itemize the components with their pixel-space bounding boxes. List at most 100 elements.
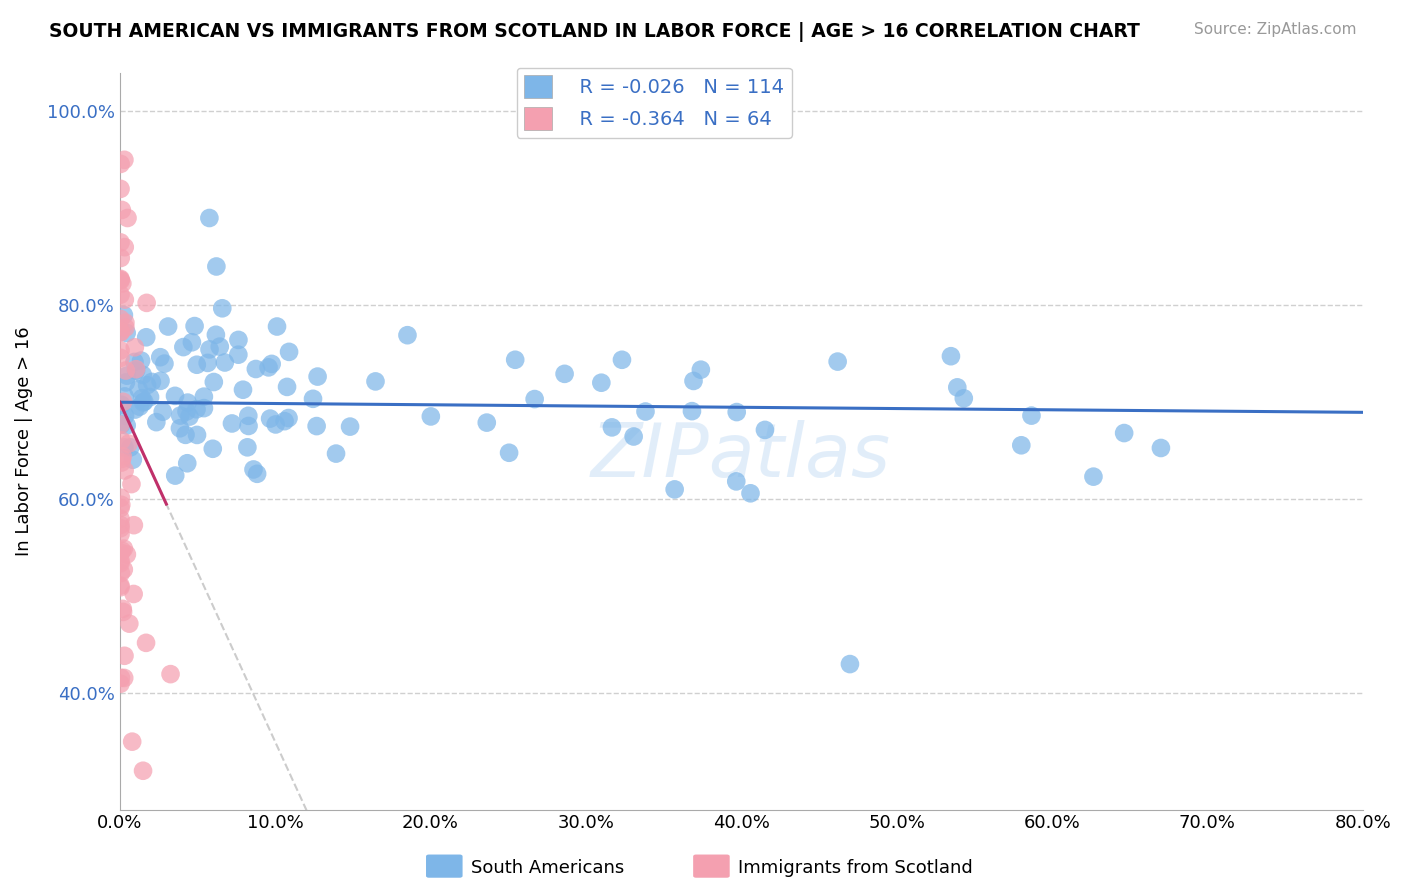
Point	[114, 316, 136, 330]
Point	[725, 405, 748, 419]
Point	[110, 521, 132, 535]
Point	[193, 390, 215, 404]
Point	[117, 211, 139, 225]
Point	[149, 350, 172, 364]
Point	[114, 240, 136, 254]
Text: ZIPatlas: ZIPatlas	[591, 420, 891, 491]
Point	[205, 260, 228, 274]
Point	[232, 383, 254, 397]
Point	[664, 483, 686, 497]
Point	[121, 452, 143, 467]
Point	[128, 400, 150, 414]
Point	[114, 463, 136, 477]
Point	[110, 287, 132, 301]
Point	[121, 734, 143, 748]
Point	[110, 434, 132, 448]
Point	[419, 409, 441, 424]
Point	[228, 333, 250, 347]
Point	[110, 580, 132, 594]
Point	[682, 374, 704, 388]
Point	[135, 636, 157, 650]
Point	[124, 340, 146, 354]
Point	[111, 202, 134, 217]
Point	[135, 330, 157, 344]
Point	[110, 512, 132, 526]
Point	[946, 380, 969, 394]
Point	[305, 419, 328, 434]
Point	[110, 351, 132, 365]
Point	[110, 498, 132, 512]
Point	[181, 335, 204, 350]
Point	[157, 319, 180, 334]
Point	[110, 326, 132, 340]
Point	[111, 602, 134, 616]
Point	[246, 467, 269, 481]
Point	[302, 392, 325, 406]
Point	[112, 153, 135, 167]
Point	[110, 500, 132, 515]
Point	[115, 418, 138, 433]
Text: SOUTH AMERICAN VS IMMIGRANTS FROM SCOTLAND IN LABOR FORCE | AGE > 16 CORRELATION: SOUTH AMERICAN VS IMMIGRANTS FROM SCOTLA…	[49, 22, 1140, 42]
Point	[179, 409, 201, 424]
Point	[591, 376, 613, 390]
Point	[952, 392, 974, 406]
Y-axis label: In Labor Force | Age > 16: In Labor Force | Age > 16	[15, 326, 32, 556]
Legend:   R = -0.026   N = 114,   R = -0.364   N = 64: R = -0.026 N = 114, R = -0.364 N = 64	[516, 68, 792, 137]
Point	[839, 657, 862, 671]
Point	[186, 358, 208, 372]
Point	[169, 421, 191, 435]
Point	[110, 182, 132, 196]
Point	[238, 419, 260, 434]
Point	[114, 363, 136, 377]
Point	[523, 392, 546, 406]
Point	[125, 363, 148, 377]
Point	[623, 429, 645, 443]
Point	[112, 562, 135, 576]
Point	[118, 616, 141, 631]
Point	[183, 319, 205, 334]
Point	[278, 344, 301, 359]
Point	[1083, 469, 1105, 483]
Point	[110, 273, 132, 287]
Point	[114, 389, 136, 403]
Point	[110, 251, 132, 265]
Point	[110, 343, 132, 358]
Point	[325, 447, 347, 461]
Point	[197, 356, 219, 370]
Point	[112, 541, 135, 556]
Point	[186, 402, 208, 417]
Text: Immigrants from Scotland: Immigrants from Scotland	[738, 859, 973, 877]
Point	[132, 764, 155, 778]
Point	[202, 375, 225, 389]
Point	[165, 468, 187, 483]
Point	[238, 409, 260, 423]
Point	[128, 382, 150, 396]
Point	[1021, 409, 1043, 423]
Point	[120, 477, 142, 491]
Point	[110, 491, 132, 505]
Point	[139, 390, 162, 404]
Point	[111, 451, 134, 466]
Point	[681, 404, 703, 418]
Point	[114, 441, 136, 455]
Point	[132, 395, 155, 409]
Point	[110, 272, 132, 286]
Point	[112, 308, 135, 322]
Point	[122, 518, 145, 533]
Point	[1150, 441, 1173, 455]
Point	[257, 360, 280, 375]
Point	[208, 340, 231, 354]
Point	[110, 578, 132, 592]
Point	[339, 419, 361, 434]
Point	[176, 456, 198, 470]
Point	[242, 462, 264, 476]
Point	[169, 409, 191, 423]
Point	[110, 556, 132, 570]
Point	[115, 376, 138, 390]
Point	[111, 450, 134, 464]
Point	[110, 527, 132, 541]
Point	[205, 327, 228, 342]
Point	[112, 605, 135, 619]
Point	[198, 211, 221, 225]
Point	[610, 352, 633, 367]
